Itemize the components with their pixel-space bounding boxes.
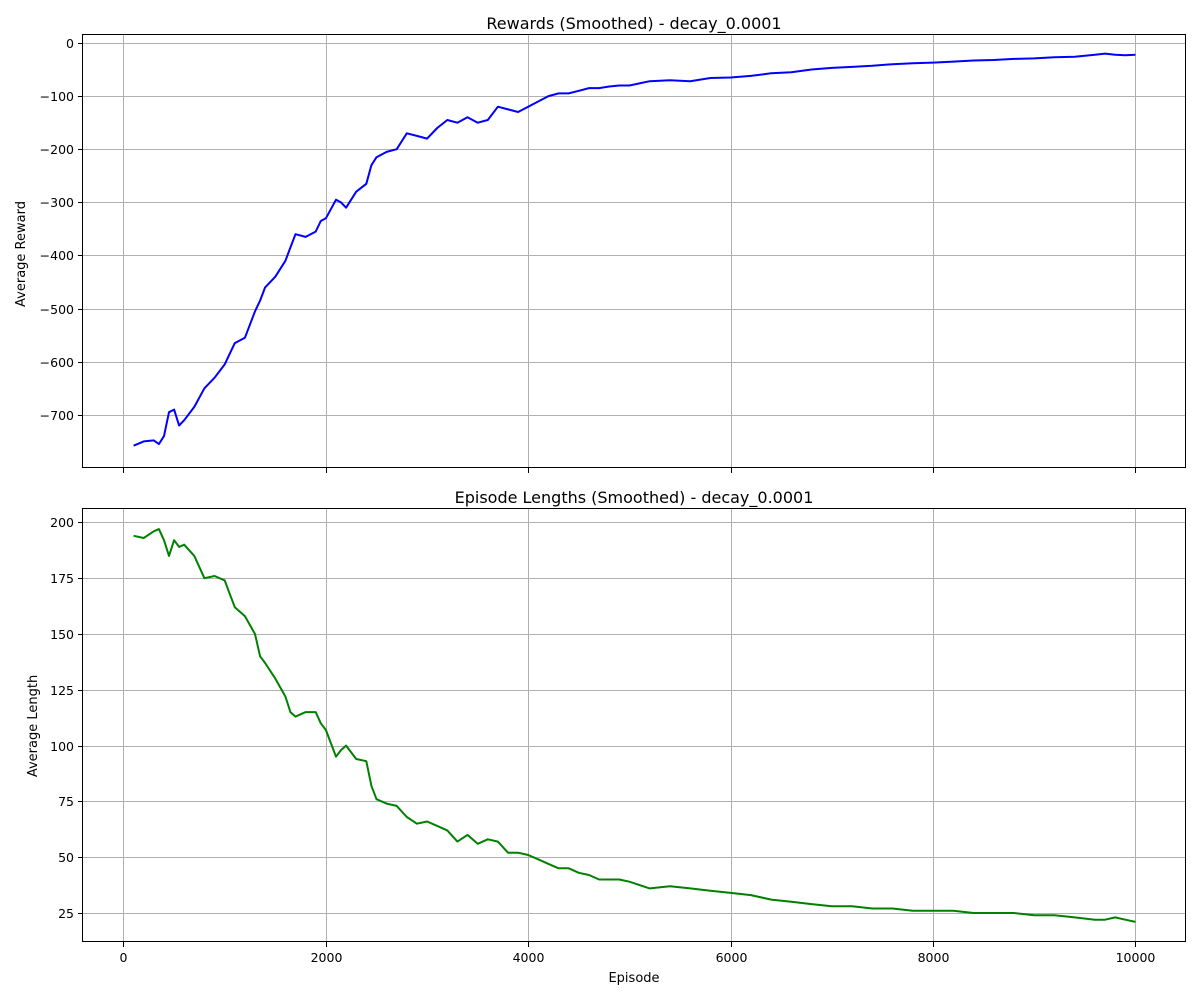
rewards-ticks: 0 −100 −200 −300 −400 −500 −600 −700 xyxy=(40,36,1136,473)
rewards-y-tick-label: −700 xyxy=(40,408,74,423)
lengths-title: Episode Lengths (Smoothed) - decay_0.000… xyxy=(455,488,814,508)
lengths-x-tick-label: 6000 xyxy=(716,950,748,965)
lengths-y-tick-label: 200 xyxy=(50,515,74,530)
rewards-panel: Rewards (Smoothed) - decay_0.0001 0 −100 −… xyxy=(14,14,1186,473)
rewards-y-tick-label: 0 xyxy=(66,36,74,51)
lengths-series-line xyxy=(133,528,1136,923)
rewards-axes-frame xyxy=(82,34,1186,468)
lengths-y-tick-label: 150 xyxy=(50,627,74,642)
rewards-y-tick-label: −500 xyxy=(40,302,74,317)
lengths-y-tick-label: 125 xyxy=(50,683,74,698)
rewards-series-line xyxy=(133,52,1136,447)
rewards-ylabel: Average Reward xyxy=(14,201,29,307)
rewards-y-tick-label: −300 xyxy=(40,195,74,210)
lengths-grid xyxy=(83,509,1186,942)
rewards-y-tick-label: −100 xyxy=(40,89,74,104)
lengths-x-tick-label: 8000 xyxy=(918,950,950,965)
lengths-y-tick-label: 25 xyxy=(58,906,74,921)
lengths-y-tick-label: 100 xyxy=(50,739,74,754)
lengths-axes-frame xyxy=(82,508,1186,942)
lengths-x-tick-label: 2000 xyxy=(311,950,343,965)
lengths-xlabel: Episode xyxy=(608,971,659,986)
lengths-panel: Episode Lengths (Smoothed) - decay_0.000… xyxy=(26,488,1186,986)
lengths-x-tick-label: 10000 xyxy=(1116,950,1156,965)
lengths-y-tick-label: 75 xyxy=(58,794,74,809)
lengths-y-tick-label: 50 xyxy=(58,850,74,865)
lengths-ylabel: Average Length xyxy=(26,675,41,777)
rewards-y-tick-label: −400 xyxy=(40,248,74,263)
lengths-x-tick-label: 4000 xyxy=(513,950,545,965)
lengths-ticks: 0 2000 4000 6000 8000 10000 25 50 75 100 125 150 175… xyxy=(50,515,1155,965)
rewards-grid xyxy=(83,35,1186,468)
rewards-y-tick-label: −600 xyxy=(40,355,74,370)
rewards-title: Rewards (Smoothed) - decay_0.0001 xyxy=(486,14,781,34)
rewards-y-tick-label: −200 xyxy=(40,142,74,157)
lengths-y-tick-label: 175 xyxy=(50,571,74,586)
lengths-x-tick-label: 0 xyxy=(120,950,128,965)
